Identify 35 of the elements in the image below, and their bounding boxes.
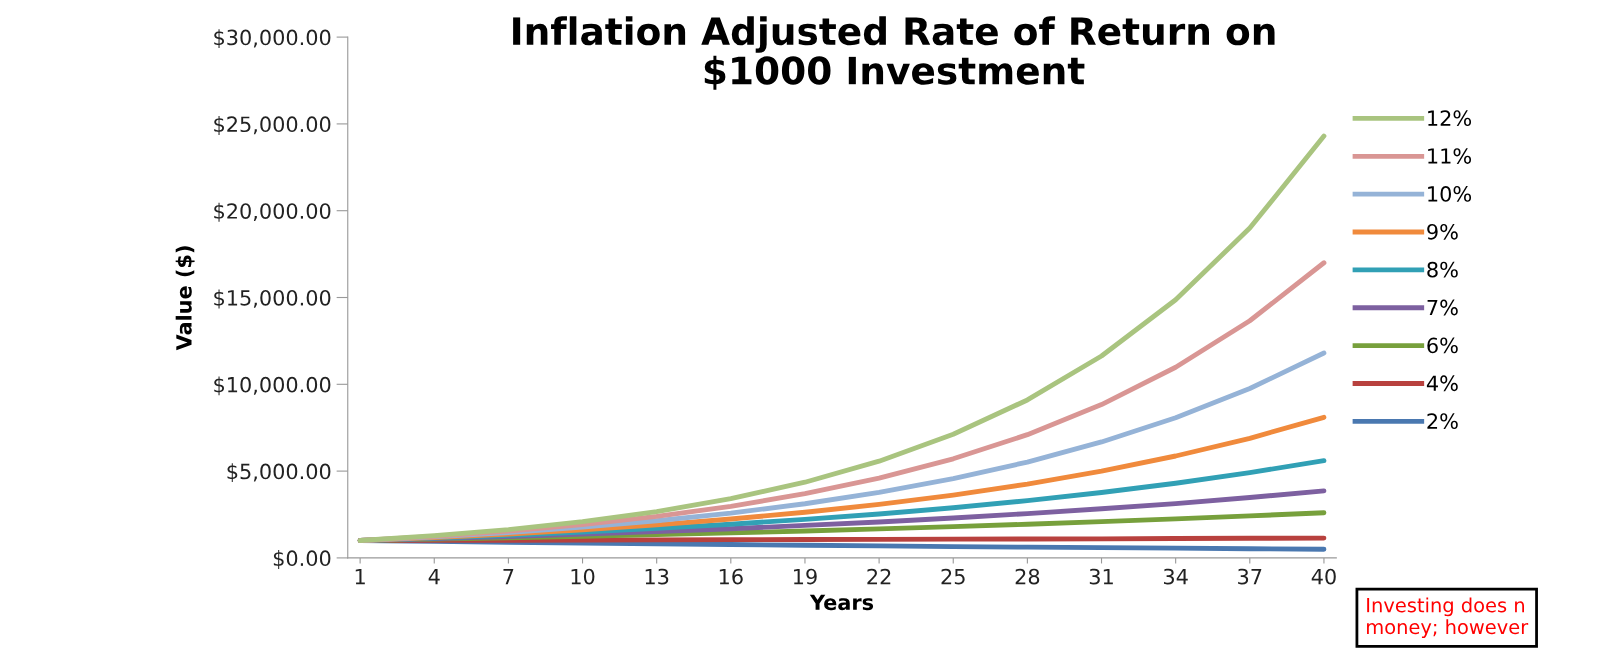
y-tick-label: $15,000.00 <box>214 289 331 309</box>
x-tick-label: 40 <box>1311 568 1336 585</box>
x-tick-label: 16 <box>719 568 743 585</box>
text: Investing does n money; however <box>1367 597 1529 638</box>
x-tick-label: 31 <box>1089 568 1113 585</box>
x-tick-label: 25 <box>941 568 965 585</box>
x-tick-label: 10 <box>571 568 595 585</box>
y-tick-label: $10,000.00 <box>214 376 331 396</box>
y-tick-label: $30,000.00 <box>214 29 331 49</box>
x-tick-label: 4 <box>428 568 440 585</box>
x-tick-label: 34 <box>1164 568 1188 585</box>
legend-label: 12% <box>1428 110 1472 127</box>
legend-label: 8% <box>1427 261 1458 278</box>
y-tick-label: $5,000.00 <box>227 463 331 483</box>
y-tick-label: $0.00 <box>273 549 331 569</box>
y-axis-title: Value ($) <box>175 246 195 351</box>
x-tick-label: 13 <box>645 568 669 585</box>
legend-label: 9% <box>1427 223 1458 240</box>
x-tick-label: 1 <box>355 568 365 585</box>
x-tick-label: 19 <box>793 568 817 585</box>
legend-label: 10% <box>1428 186 1472 202</box>
legend-label: 2% <box>1427 413 1458 429</box>
y-tick-label: $25,000.00 <box>214 115 331 135</box>
legend-label: 4% <box>1426 375 1458 392</box>
legend-label: 11% <box>1428 148 1472 164</box>
x-tick-label: 22 <box>867 568 891 585</box>
x-tick-label: 28 <box>1015 568 1040 585</box>
x-axis-title: Years <box>809 594 874 611</box>
x-tick-label: 7 <box>503 568 514 585</box>
legend-label: 7% <box>1427 299 1458 316</box>
legend-label: 6% <box>1427 337 1458 354</box>
y-tick-label: $20,000.00 <box>214 202 331 222</box>
x-tick-label: 37 <box>1238 568 1262 585</box>
line-series <box>357 133 1327 543</box>
chart-title: Inflation Adjusted Rate of Return on $1000 Investment <box>513 16 1275 90</box>
